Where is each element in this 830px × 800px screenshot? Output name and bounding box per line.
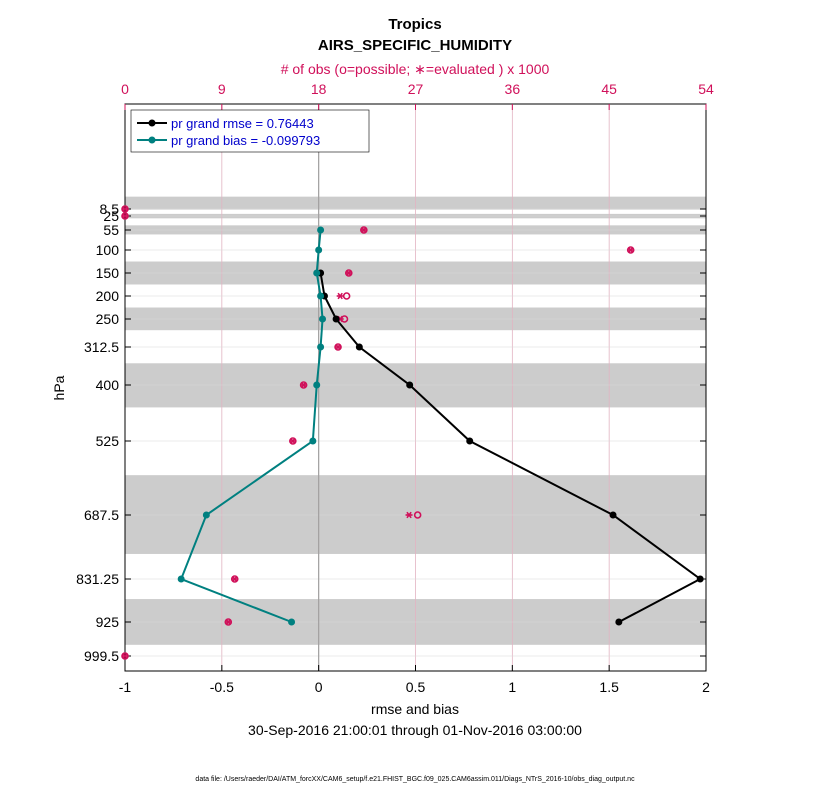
- y-tick-label: 8.5: [100, 201, 120, 217]
- obs-evaluated-stroke: [122, 205, 128, 213]
- legend-box: [130, 109, 370, 153]
- bias-point: [288, 618, 296, 626]
- bias-point: [319, 315, 327, 323]
- bias-point: [309, 437, 317, 445]
- grid-lines: [124, 104, 707, 671]
- x-tick-label: -1: [119, 679, 132, 695]
- x-tick-label: 0: [315, 679, 323, 695]
- top-tick-label: 45: [601, 81, 617, 97]
- obs-evaluated-marker: [345, 269, 353, 277]
- obs-evaluated-stroke: [361, 226, 367, 234]
- top-tick-label: 18: [311, 81, 327, 97]
- top-tick-label: 0: [121, 81, 129, 97]
- obs-evaluated-marker: [405, 511, 413, 519]
- legend-bias-marker: [148, 136, 156, 144]
- y-tick-label: 250: [96, 311, 120, 327]
- bias-point: [315, 246, 323, 254]
- legend-rmse-marker: [148, 119, 156, 127]
- top-axis-label: # of obs (o=possible; ∗=evaluated ) x 10…: [281, 61, 550, 77]
- rmse-point: [609, 511, 617, 519]
- obs-evaluated-marker: [289, 437, 297, 445]
- obs-evaluated-stroke: [406, 511, 412, 519]
- chart-title: Tropics: [388, 16, 441, 33]
- rmse-point: [406, 381, 414, 389]
- x-tick-label: 2: [702, 679, 710, 695]
- obs-evaluated-marker: [334, 343, 342, 351]
- bias-point: [202, 511, 210, 519]
- bias-point: [317, 226, 325, 234]
- obs-evaluated-stroke: [335, 343, 341, 351]
- obs-evaluated-stroke: [232, 575, 238, 583]
- date-range: 30-Sep-2016 21:00:01 through 01-Nov-2016…: [248, 722, 582, 738]
- obs-evaluated-stroke: [122, 652, 128, 660]
- y-tick-label: 150: [96, 265, 120, 281]
- rmse-point: [615, 618, 623, 626]
- series-lines: [177, 226, 704, 626]
- obs-evaluated-stroke: [627, 246, 634, 254]
- obs-evaluated-stroke: [290, 437, 296, 445]
- footer-data-file: data file: /Users/raeder/DAI/ATM_forcXX/…: [195, 776, 635, 783]
- obs-evaluated-marker: [300, 381, 308, 389]
- x-axis-label: rmse and bias: [371, 701, 459, 717]
- legend-rmse-label: pr grand rmse = 0.76443: [171, 116, 314, 131]
- chart-subtitle: AIRS_SPECIFIC_HUMIDITY: [318, 37, 512, 54]
- obs-evaluated-marker: [121, 212, 129, 220]
- obs-evaluated-marker: [121, 205, 129, 213]
- y-tick-label: 400: [96, 377, 120, 393]
- y-tick-label: 100: [96, 242, 120, 258]
- legend-bias-label: pr grand bias = -0.099793: [171, 133, 320, 148]
- x-tick-label: 1: [508, 679, 516, 695]
- y-tick-label: 525: [96, 433, 120, 449]
- rmse-point: [355, 343, 363, 351]
- obs-evaluated-marker: [360, 226, 368, 234]
- x-axis: -1 -0.5 0 0.5 1 1.5 2: [119, 665, 710, 695]
- x-tick-label: 0.5: [406, 679, 426, 695]
- y-tick-label: 312.5: [84, 339, 119, 355]
- bias-point: [317, 292, 325, 300]
- obs-evaluated-marker: [121, 652, 129, 660]
- bias-point: [177, 575, 185, 583]
- x-tick-label: -0.5: [210, 679, 234, 695]
- obs-evaluated-marker: [231, 575, 239, 583]
- y-axis-label: hPa: [51, 375, 67, 400]
- y-tick-label: 200: [96, 288, 120, 304]
- top-tick-label: 27: [408, 81, 424, 97]
- obs-evaluated-stroke: [346, 269, 352, 277]
- y-tick-label: 999.5: [84, 648, 119, 664]
- obs-evaluated-marker: [627, 246, 635, 254]
- y-tick-label: 831.25: [76, 571, 119, 587]
- y-tick-label: 55: [103, 222, 119, 238]
- obs-evaluated-marker: [336, 292, 344, 300]
- obs-evaluated-marker: [224, 618, 232, 626]
- obs-evaluated-stroke: [122, 212, 128, 220]
- y-tick-label: 925: [96, 614, 120, 630]
- bias-point: [313, 269, 321, 277]
- rmse-point: [696, 575, 704, 583]
- top-tick-label: 9: [218, 81, 226, 97]
- obs-evaluated-stroke: [225, 618, 232, 626]
- bias-point: [313, 381, 321, 389]
- y-tick-label: 25: [103, 208, 119, 224]
- rmse-point: [332, 315, 340, 323]
- obs-evaluated-stroke: [337, 292, 343, 300]
- obs-evaluated-stroke: [300, 381, 307, 389]
- x-tick-label: 1.5: [599, 679, 619, 695]
- legend: pr grand rmse = 0.76443 pr grand bias = …: [130, 109, 370, 153]
- rmse-point: [466, 437, 474, 445]
- obs-possible-marker: [413, 511, 422, 519]
- y-tick-label: 687.5: [84, 507, 119, 523]
- bias-line: [179, 229, 324, 623]
- bias-point: [317, 343, 325, 351]
- top-axis: 0 9 18 27 36 45 54: [121, 81, 714, 110]
- top-tick-label: 54: [698, 81, 714, 97]
- top-tick-label: 36: [505, 81, 521, 97]
